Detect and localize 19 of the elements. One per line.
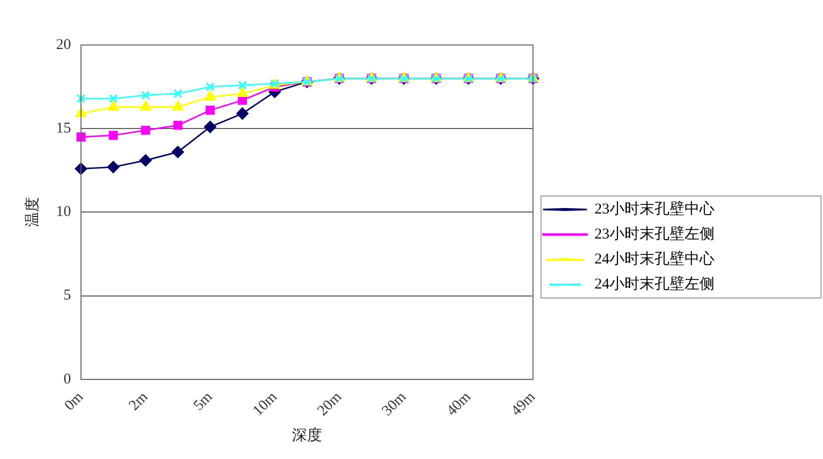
x-tick-label: 0m — [62, 388, 87, 414]
legend-label: 24小时末孔壁中心 — [594, 250, 714, 268]
x-tick-label: 30m — [379, 388, 410, 420]
x-tick-label: 10m — [250, 388, 281, 420]
x-tick-label: 40m — [444, 388, 474, 420]
y-tick-label: 15 — [56, 120, 71, 137]
legend-label: 24小时末孔壁左侧 — [594, 275, 714, 292]
y-tick-label: 0 — [64, 371, 71, 388]
y-tick-label: 5 — [64, 288, 71, 304]
x-tick-label: 20m — [314, 388, 346, 420]
y-tick-label: 20 — [56, 36, 71, 53]
x-tick-label: 2m — [126, 388, 152, 414]
y-axis-title: 温度 — [24, 197, 41, 228]
legend-label: 23小时末孔壁左侧 — [594, 225, 714, 242]
x-axis-title: 深度 — [292, 426, 322, 444]
legend-label: 23小时末孔壁中心 — [594, 200, 714, 218]
y-tick-label: 10 — [56, 204, 71, 220]
x-tick-label: 5m — [190, 388, 216, 414]
x-tick-label: 49m — [508, 388, 539, 420]
